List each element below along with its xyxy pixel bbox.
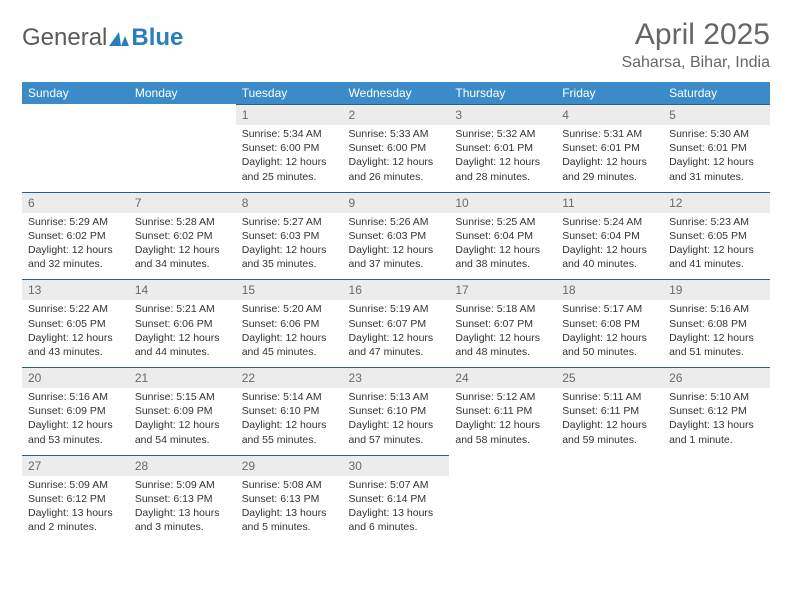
day-detail-row: Sunrise: 5:22 AMSunset: 6:05 PMDaylight:… xyxy=(22,300,770,367)
day-number: 4 xyxy=(556,105,663,126)
day-number: 19 xyxy=(663,280,770,301)
day-number: 29 xyxy=(236,455,343,476)
day-number-row: 27282930 xyxy=(22,455,770,476)
logo-text-a: General xyxy=(22,24,107,52)
day-cell: Sunrise: 5:16 AMSunset: 6:09 PMDaylight:… xyxy=(22,388,129,455)
day-number-row: 13141516171819 xyxy=(22,280,770,301)
day-cell: Sunrise: 5:22 AMSunset: 6:05 PMDaylight:… xyxy=(22,300,129,367)
location: Saharsa, Bihar, India xyxy=(621,54,770,72)
day-cell: Sunrise: 5:08 AMSunset: 6:13 PMDaylight:… xyxy=(236,476,343,543)
page-title: April 2025 xyxy=(621,18,770,52)
day-cell: Sunrise: 5:07 AMSunset: 6:14 PMDaylight:… xyxy=(343,476,450,543)
day-number xyxy=(449,455,556,476)
day-number: 14 xyxy=(129,280,236,301)
day-detail-row: Sunrise: 5:34 AMSunset: 6:00 PMDaylight:… xyxy=(22,125,770,192)
day-number: 23 xyxy=(343,368,450,389)
weekday-header: Sunday xyxy=(22,82,129,105)
day-cell: Sunrise: 5:15 AMSunset: 6:09 PMDaylight:… xyxy=(129,388,236,455)
day-number-row: 6789101112 xyxy=(22,192,770,213)
day-cell: Sunrise: 5:34 AMSunset: 6:00 PMDaylight:… xyxy=(236,125,343,192)
day-cell xyxy=(22,125,129,192)
day-cell: Sunrise: 5:17 AMSunset: 6:08 PMDaylight:… xyxy=(556,300,663,367)
day-number: 9 xyxy=(343,192,450,213)
day-number: 2 xyxy=(343,105,450,126)
day-cell: Sunrise: 5:14 AMSunset: 6:10 PMDaylight:… xyxy=(236,388,343,455)
day-number: 24 xyxy=(449,368,556,389)
day-cell: Sunrise: 5:11 AMSunset: 6:11 PMDaylight:… xyxy=(556,388,663,455)
logo-text-b: Blue xyxy=(131,24,183,52)
day-cell: Sunrise: 5:31 AMSunset: 6:01 PMDaylight:… xyxy=(556,125,663,192)
day-cell: Sunrise: 5:29 AMSunset: 6:02 PMDaylight:… xyxy=(22,213,129,280)
day-detail-row: Sunrise: 5:09 AMSunset: 6:12 PMDaylight:… xyxy=(22,476,770,543)
day-number-row: 12345 xyxy=(22,105,770,126)
day-cell: Sunrise: 5:18 AMSunset: 6:07 PMDaylight:… xyxy=(449,300,556,367)
day-cell: Sunrise: 5:20 AMSunset: 6:06 PMDaylight:… xyxy=(236,300,343,367)
day-number-row: 20212223242526 xyxy=(22,368,770,389)
day-cell: Sunrise: 5:12 AMSunset: 6:11 PMDaylight:… xyxy=(449,388,556,455)
day-cell: Sunrise: 5:24 AMSunset: 6:04 PMDaylight:… xyxy=(556,213,663,280)
day-number: 1 xyxy=(236,105,343,126)
day-number: 10 xyxy=(449,192,556,213)
day-number: 8 xyxy=(236,192,343,213)
day-cell xyxy=(449,476,556,543)
day-cell: Sunrise: 5:19 AMSunset: 6:07 PMDaylight:… xyxy=(343,300,450,367)
title-block: April 2025 Saharsa, Bihar, India xyxy=(621,18,770,72)
day-cell: Sunrise: 5:09 AMSunset: 6:13 PMDaylight:… xyxy=(129,476,236,543)
day-cell: Sunrise: 5:21 AMSunset: 6:06 PMDaylight:… xyxy=(129,300,236,367)
day-cell: Sunrise: 5:28 AMSunset: 6:02 PMDaylight:… xyxy=(129,213,236,280)
calendar-table: Sunday Monday Tuesday Wednesday Thursday… xyxy=(22,82,770,542)
day-number: 6 xyxy=(22,192,129,213)
day-cell xyxy=(556,476,663,543)
day-number: 11 xyxy=(556,192,663,213)
day-number: 26 xyxy=(663,368,770,389)
day-number xyxy=(129,105,236,126)
day-cell: Sunrise: 5:32 AMSunset: 6:01 PMDaylight:… xyxy=(449,125,556,192)
day-number: 21 xyxy=(129,368,236,389)
day-cell: Sunrise: 5:26 AMSunset: 6:03 PMDaylight:… xyxy=(343,213,450,280)
day-number: 5 xyxy=(663,105,770,126)
day-cell: Sunrise: 5:10 AMSunset: 6:12 PMDaylight:… xyxy=(663,388,770,455)
day-detail-row: Sunrise: 5:29 AMSunset: 6:02 PMDaylight:… xyxy=(22,213,770,280)
day-number: 12 xyxy=(663,192,770,213)
day-number xyxy=(663,455,770,476)
day-number: 27 xyxy=(22,455,129,476)
day-cell: Sunrise: 5:23 AMSunset: 6:05 PMDaylight:… xyxy=(663,213,770,280)
day-cell: Sunrise: 5:13 AMSunset: 6:10 PMDaylight:… xyxy=(343,388,450,455)
day-number: 28 xyxy=(129,455,236,476)
day-detail-row: Sunrise: 5:16 AMSunset: 6:09 PMDaylight:… xyxy=(22,388,770,455)
weekday-header: Wednesday xyxy=(343,82,450,105)
logo: General Blue xyxy=(22,18,183,52)
header: General Blue April 2025 Saharsa, Bihar, … xyxy=(22,18,770,72)
day-cell xyxy=(129,125,236,192)
weekday-header: Monday xyxy=(129,82,236,105)
weekday-header: Thursday xyxy=(449,82,556,105)
day-number: 22 xyxy=(236,368,343,389)
weekday-header: Tuesday xyxy=(236,82,343,105)
day-number: 16 xyxy=(343,280,450,301)
day-cell xyxy=(663,476,770,543)
day-number xyxy=(556,455,663,476)
day-number xyxy=(22,105,129,126)
day-cell: Sunrise: 5:09 AMSunset: 6:12 PMDaylight:… xyxy=(22,476,129,543)
day-number: 3 xyxy=(449,105,556,126)
day-number: 25 xyxy=(556,368,663,389)
day-cell: Sunrise: 5:25 AMSunset: 6:04 PMDaylight:… xyxy=(449,213,556,280)
day-number: 15 xyxy=(236,280,343,301)
day-cell: Sunrise: 5:30 AMSunset: 6:01 PMDaylight:… xyxy=(663,125,770,192)
weekday-header-row: Sunday Monday Tuesday Wednesday Thursday… xyxy=(22,82,770,105)
day-number: 18 xyxy=(556,280,663,301)
logo-mark-icon xyxy=(109,30,129,46)
day-cell: Sunrise: 5:16 AMSunset: 6:08 PMDaylight:… xyxy=(663,300,770,367)
day-number: 20 xyxy=(22,368,129,389)
day-number: 13 xyxy=(22,280,129,301)
day-cell: Sunrise: 5:33 AMSunset: 6:00 PMDaylight:… xyxy=(343,125,450,192)
day-number: 17 xyxy=(449,280,556,301)
weekday-header: Saturday xyxy=(663,82,770,105)
day-number: 7 xyxy=(129,192,236,213)
day-cell: Sunrise: 5:27 AMSunset: 6:03 PMDaylight:… xyxy=(236,213,343,280)
day-number: 30 xyxy=(343,455,450,476)
weekday-header: Friday xyxy=(556,82,663,105)
